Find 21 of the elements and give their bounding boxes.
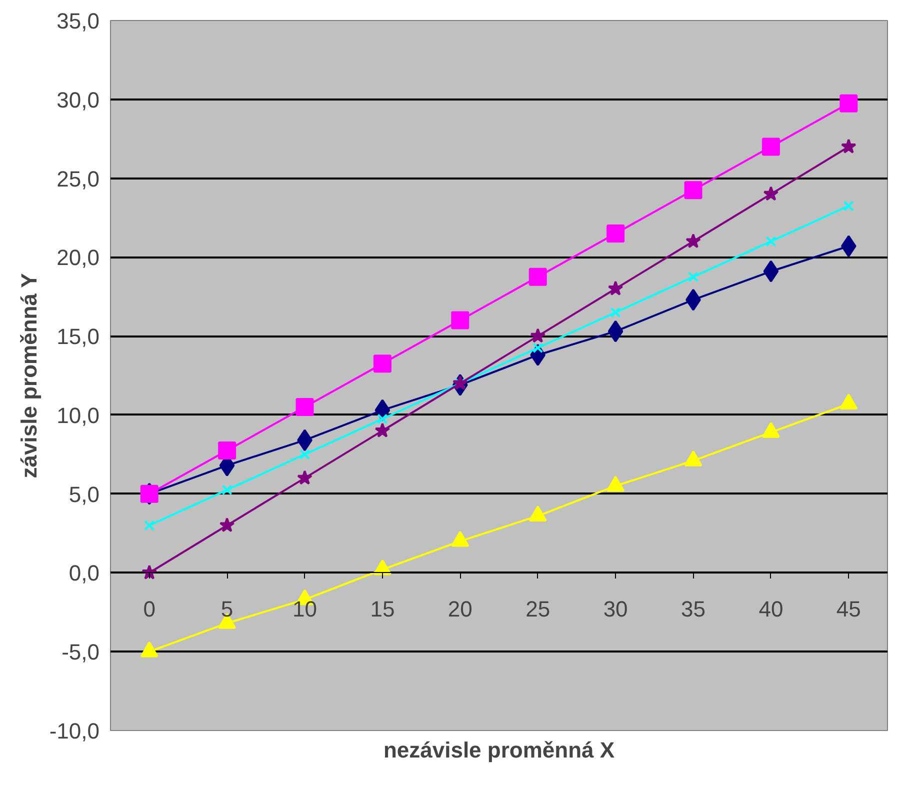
y-tick-label: 20,0 bbox=[56, 245, 100, 270]
y-tick-label: 30,0 bbox=[56, 87, 100, 112]
y-axis-title: závisle proměnná Y bbox=[16, 272, 42, 478]
y-tick-label: -10,0 bbox=[49, 718, 100, 744]
y-tick-label: 25,0 bbox=[56, 166, 100, 192]
y-tick-label: 15,0 bbox=[56, 324, 100, 350]
x-tick-label: 40 bbox=[758, 596, 784, 622]
x-tick-label: 35 bbox=[681, 596, 706, 622]
y-tick-label: 35,0 bbox=[56, 8, 100, 34]
y-tick-label: 5,0 bbox=[68, 482, 100, 507]
x-tick-label: 20 bbox=[448, 596, 472, 622]
x-tick-label: 45 bbox=[836, 596, 861, 622]
x-tick-label: 0 bbox=[143, 596, 156, 622]
x-tick-label: 25 bbox=[526, 596, 550, 622]
y-tick-label: -5,0 bbox=[62, 640, 100, 665]
x-tick-label: 15 bbox=[370, 596, 395, 622]
y-tick-label: 0,0 bbox=[68, 560, 100, 586]
x-tick-label: 5 bbox=[220, 596, 234, 622]
x-axis-title: nezávisle proměnná X bbox=[383, 738, 615, 762]
x-tick-label: 30 bbox=[603, 596, 628, 622]
y-tick-label: 10,0 bbox=[56, 402, 100, 428]
